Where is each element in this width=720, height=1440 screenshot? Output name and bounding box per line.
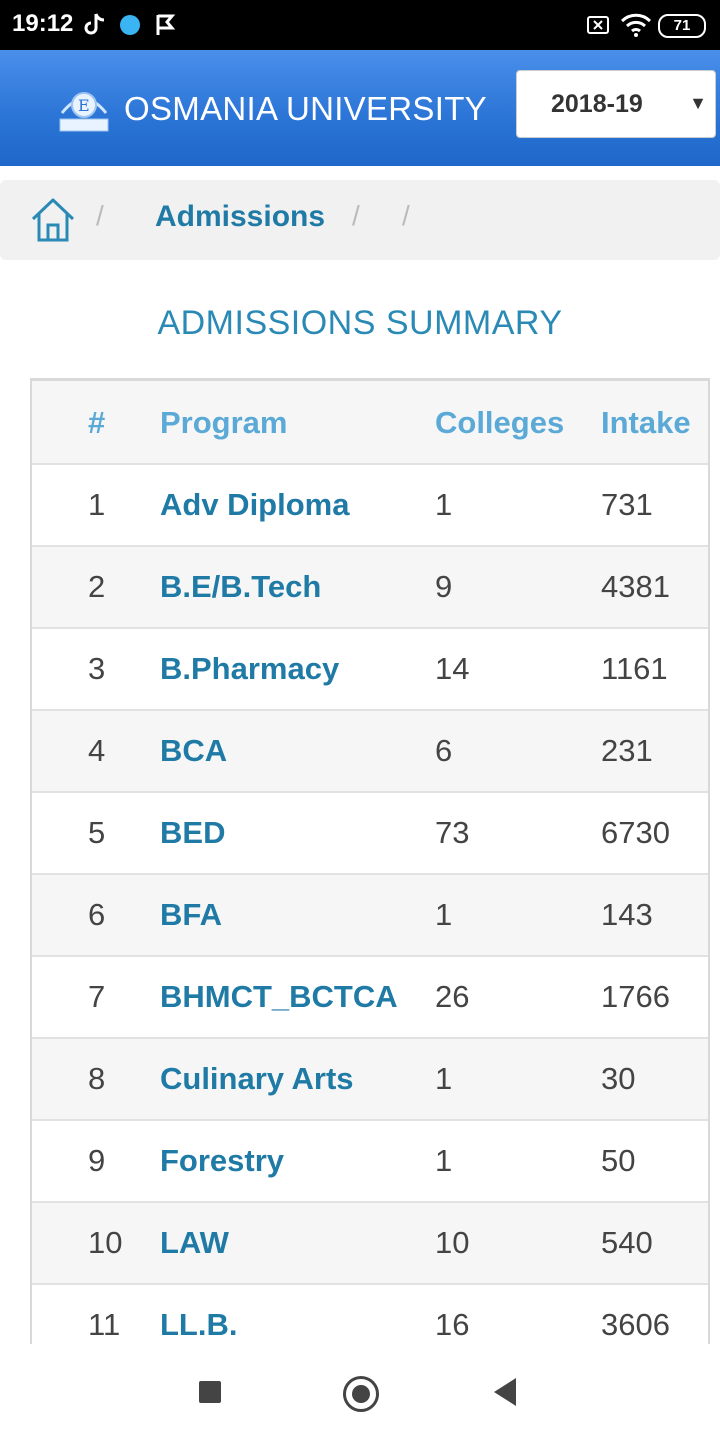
column-header-program: Program <box>160 405 288 440</box>
intake-count: 50 <box>601 1143 636 1178</box>
row-number: 5 <box>88 815 106 850</box>
program-link[interactable]: LAW <box>160 1225 229 1260</box>
app-title: OSMANIA UNIVERSITY <box>124 90 487 127</box>
table-row: 5 BED 73 6730 <box>32 793 708 875</box>
row-number: 7 <box>88 979 106 1014</box>
colleges-count: 26 <box>435 979 470 1014</box>
status-time: 19:12 <box>12 10 74 37</box>
recent-apps-icon[interactable] <box>199 1381 221 1403</box>
column-header-intake: Intake <box>601 405 691 440</box>
table-row: 6 BFA 1 143 <box>32 875 708 957</box>
row-number: 6 <box>88 897 106 932</box>
table-row: 10 LAW 10 540 <box>32 1203 708 1285</box>
table-row: 3 B.Pharmacy 14 1161 <box>32 629 708 711</box>
home-icon[interactable] <box>28 195 78 245</box>
status-bar: 19:12 71 <box>0 0 720 50</box>
academic-year-select[interactable]: 2018-19 ▼ <box>516 70 716 138</box>
row-number: 1 <box>88 487 106 522</box>
university-logo-icon: E <box>59 92 109 132</box>
program-link[interactable]: B.Pharmacy <box>160 651 340 686</box>
home-button-icon[interactable] <box>343 1376 379 1412</box>
intake-count: 231 <box>601 733 653 768</box>
row-number: 4 <box>88 733 106 768</box>
breadcrumb-item-admissions[interactable]: Admissions <box>155 200 326 233</box>
intake-count: 4381 <box>601 569 670 604</box>
row-number: 9 <box>88 1143 106 1178</box>
colleges-count: 9 <box>435 569 453 604</box>
back-icon[interactable] <box>494 1378 516 1406</box>
intake-count: 1766 <box>601 979 670 1014</box>
breadcrumb-separator: / <box>96 200 104 231</box>
program-link[interactable]: Adv Diploma <box>160 487 350 522</box>
academic-year-value: 2018-19 <box>551 90 643 118</box>
program-link[interactable]: LL.B. <box>160 1307 238 1342</box>
tiktok-icon <box>84 13 105 35</box>
app-header: E OSMANIA UNIVERSITY 2018-19 ▼ <box>0 50 720 166</box>
colleges-count: 73 <box>435 815 470 850</box>
program-link[interactable]: B.E/B.Tech <box>160 569 322 604</box>
row-number: 11 <box>88 1307 121 1342</box>
table-row: 9 Forestry 1 50 <box>32 1121 708 1203</box>
program-link[interactable]: BCA <box>160 733 228 768</box>
battery-level: 71 <box>673 17 691 34</box>
breadcrumb-separator: / <box>352 200 360 231</box>
table-row: 7 BHMCT_BCTCA 26 1766 <box>32 957 708 1039</box>
wifi-icon <box>620 13 652 37</box>
page-title: ADMISSIONS SUMMARY <box>157 304 563 342</box>
colleges-count: 10 <box>435 1225 470 1260</box>
svg-text:E: E <box>78 96 90 115</box>
row-number: 10 <box>88 1225 123 1260</box>
colleges-count: 6 <box>435 733 453 768</box>
colleges-count: 1 <box>435 1143 453 1178</box>
row-number: 2 <box>88 569 106 604</box>
intake-count: 540 <box>601 1225 653 1260</box>
table-header-row: # Program Colleges Intake <box>32 381 708 465</box>
table-row: 2 B.E/B.Tech 9 4381 <box>32 547 708 629</box>
system-navigation-bar <box>0 1344 720 1440</box>
row-number: 8 <box>88 1061 106 1096</box>
breadcrumb-separator: / <box>402 200 410 231</box>
dropdown-arrow-icon: ▼ <box>689 93 707 113</box>
table-row: 8 Culinary Arts 1 30 <box>32 1039 708 1121</box>
column-header-colleges: Colleges <box>435 405 565 440</box>
table-row: 11 LL.B. 16 3606 <box>32 1285 708 1351</box>
intake-count: 6730 <box>601 815 670 850</box>
breadcrumb: / Admissions / / <box>0 180 720 260</box>
colleges-count: 16 <box>435 1307 470 1342</box>
intake-count: 3606 <box>601 1307 670 1342</box>
flag-notification-icon <box>156 14 176 35</box>
intake-count: 731 <box>601 487 653 522</box>
colleges-count: 1 <box>435 1061 453 1096</box>
column-header-number: # <box>88 405 106 440</box>
battery-icon: 71 <box>658 14 706 38</box>
program-link[interactable]: Culinary Arts <box>160 1061 354 1096</box>
app-notification-icon <box>120 15 140 35</box>
program-link[interactable]: BED <box>160 815 226 850</box>
intake-count: 30 <box>601 1061 636 1096</box>
row-number: 3 <box>88 651 106 686</box>
program-link[interactable]: BFA <box>160 897 222 932</box>
colleges-count: 1 <box>435 897 453 932</box>
colleges-count: 1 <box>435 487 453 522</box>
admissions-table: # Program Colleges Intake 1 Adv Diploma 1 7… <box>30 378 710 1351</box>
table-row: 1 Adv Diploma 1 731 <box>32 465 708 547</box>
intake-count: 1161 <box>601 651 668 686</box>
colleges-count: 14 <box>435 651 470 686</box>
table-row: 4 BCA 6 231 <box>32 711 708 793</box>
program-link[interactable]: BHMCT_BCTCA <box>160 979 398 1014</box>
sim-missing-icon <box>587 16 609 34</box>
intake-count: 143 <box>601 897 653 932</box>
program-link[interactable]: Forestry <box>160 1143 285 1178</box>
